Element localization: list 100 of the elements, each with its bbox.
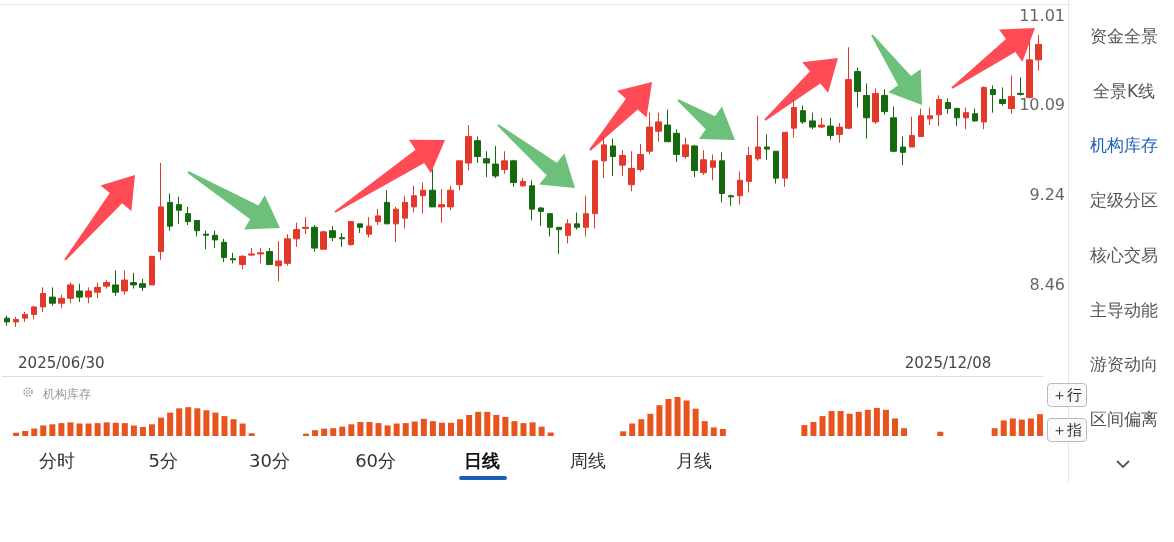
candlestick [854, 67, 861, 109]
bar [710, 427, 717, 436]
candlestick [221, 238, 227, 263]
candlestick [1017, 76, 1024, 96]
text: 主导动能 [1089, 298, 1159, 322]
candlestick [601, 135, 607, 179]
candlestick [583, 195, 589, 237]
candlestick [538, 206, 544, 227]
bar [692, 408, 699, 436]
candlestick [610, 138, 616, 177]
chart-title: 机构库存 [43, 387, 91, 401]
text: 区间偏离 [1090, 408, 1158, 429]
candlestick [420, 182, 426, 215]
bar [393, 423, 400, 436]
candlestick [501, 150, 508, 175]
bar [701, 421, 708, 436]
candlestick [809, 112, 816, 130]
bar [158, 417, 165, 436]
bar [1009, 418, 1016, 436]
x-tick-label: 2025/06/30 [18, 353, 105, 372]
candlestick [881, 88, 888, 116]
bar [520, 423, 527, 436]
text: ＋指 [1047, 418, 1087, 442]
bar [991, 428, 998, 436]
bar [837, 411, 844, 436]
bar [466, 414, 473, 436]
bar [484, 411, 491, 436]
candlestick [167, 193, 173, 232]
candlestick [411, 185, 417, 214]
bar [828, 411, 835, 436]
candlestick [384, 189, 390, 225]
bar [40, 425, 47, 436]
candlestick [492, 145, 499, 179]
text: 全景K线 [1091, 79, 1157, 103]
y-tick-label: 10.09 [1019, 95, 1065, 115]
candlestick [194, 219, 200, 237]
text: 核心交易 [1089, 243, 1159, 267]
candlestick [827, 117, 834, 141]
text: 分时 [38, 449, 76, 473]
candlestick [818, 117, 825, 129]
candlestick [320, 230, 327, 250]
bar [873, 407, 880, 436]
candlestick [592, 159, 598, 229]
bar [683, 400, 690, 436]
text: 资金全景 [1089, 25, 1159, 48]
bar [194, 408, 201, 436]
y-tick-label: 8.46 [1029, 275, 1065, 295]
bar [112, 422, 119, 436]
bar [22, 430, 29, 436]
text: 机构库存 [1089, 134, 1159, 158]
bar [121, 423, 128, 436]
bar [638, 419, 645, 436]
bar [647, 413, 654, 436]
candlestick [474, 135, 481, 164]
candlestick [339, 232, 345, 248]
candlestick [927, 107, 933, 126]
candlestick [94, 282, 101, 299]
candlestick [728, 194, 734, 207]
bar [13, 432, 20, 436]
candlestick [619, 149, 626, 177]
candlestick [103, 279, 110, 290]
candlestick [302, 216, 309, 235]
bar [511, 421, 518, 436]
y-tick-label: 9.24 [1029, 185, 1065, 205]
bar [85, 423, 92, 436]
candlestick [646, 112, 653, 155]
text: 月线 [675, 449, 714, 473]
bar [1036, 414, 1043, 436]
candlestick [547, 213, 553, 237]
candlestick [782, 131, 788, 188]
bar [882, 409, 889, 436]
candlestick [1026, 41, 1033, 99]
bar [384, 425, 391, 436]
candlestick [85, 286, 92, 304]
candlestick [329, 225, 336, 242]
candlestick [918, 108, 924, 137]
candlestick [230, 252, 236, 264]
candlestick [700, 149, 707, 176]
candlestick [158, 162, 164, 261]
candlestick [1008, 75, 1015, 115]
candlestick [999, 86, 1006, 107]
y-tick-label: 11.01 [1019, 5, 1065, 25]
candlestick [76, 283, 83, 303]
candlestick [203, 230, 209, 250]
bar [312, 430, 319, 436]
bar [366, 421, 373, 436]
text: 30分 [247, 449, 291, 473]
bar [892, 418, 898, 436]
bar [502, 416, 509, 436]
candlestick [257, 247, 264, 264]
candlestick [909, 116, 915, 148]
text: 定级分区 [1089, 189, 1159, 213]
candlestick [284, 233, 291, 267]
candlestick [112, 270, 119, 297]
candlestick [393, 206, 399, 243]
bar [49, 424, 56, 436]
bar [937, 431, 944, 436]
candlestick [773, 150, 779, 185]
bar [1000, 420, 1007, 436]
candlestick [239, 254, 246, 270]
